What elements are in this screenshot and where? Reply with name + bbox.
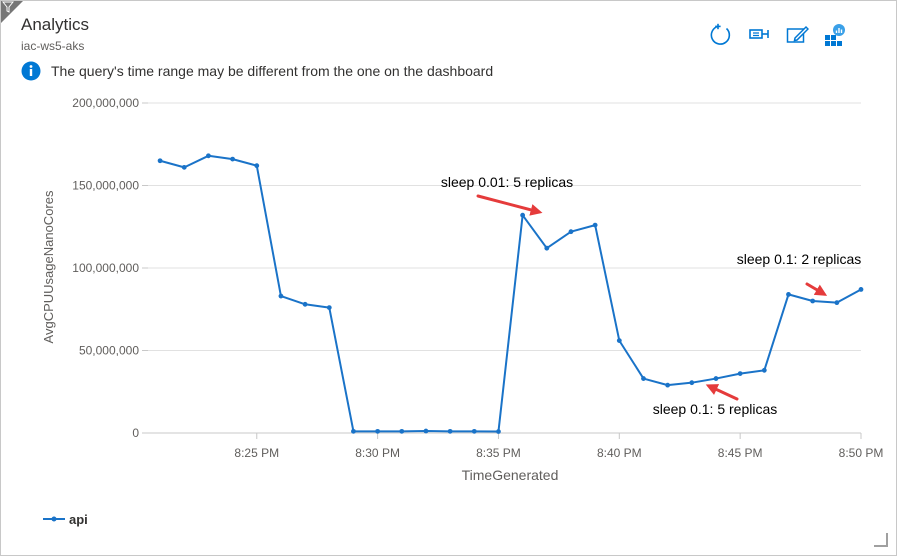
data-point — [399, 428, 405, 434]
refresh-icon[interactable] — [709, 23, 733, 47]
legend-swatch — [43, 516, 65, 522]
annotation-label: sleep 0.01: 5 replicas — [441, 174, 573, 190]
data-point — [471, 428, 477, 434]
annotation-arrow — [805, 282, 828, 296]
y-axis-title: AvgCPUUsageNanoCores — [41, 190, 56, 343]
info-icon — [21, 61, 41, 81]
data-point — [592, 222, 598, 228]
y-tick-label: 150,000,000 — [72, 179, 139, 193]
resize-handle[interactable] — [874, 533, 888, 547]
data-point — [737, 371, 743, 376]
data-point — [254, 163, 260, 169]
open-in-analytics-icon[interactable] — [823, 23, 847, 47]
data-point — [810, 298, 816, 304]
data-point — [713, 376, 719, 381]
data-point — [641, 376, 646, 381]
notice-text: The query's time range may be different … — [51, 63, 494, 79]
chart-legend[interactable]: api — [43, 510, 88, 528]
time-range-notice: The query's time range may be different … — [21, 61, 493, 81]
data-point — [616, 338, 622, 343]
data-point — [665, 382, 671, 388]
data-point — [786, 292, 791, 297]
data-point — [157, 158, 163, 164]
data-point — [447, 428, 453, 434]
tile-title: Analytics — [21, 15, 90, 34]
data-point — [206, 153, 211, 159]
data-point — [544, 245, 550, 251]
data-point — [375, 428, 381, 434]
data-point — [423, 428, 429, 434]
x-tick-label: 8:25 PM — [234, 446, 279, 460]
data-point — [326, 305, 332, 310]
x-tick-label: 8:50 PM — [839, 446, 884, 460]
data-point — [761, 367, 767, 373]
pin-icon[interactable] — [747, 23, 771, 47]
y-tick-label: 100,000,000 — [72, 261, 139, 275]
data-point — [181, 164, 187, 170]
tile-subtitle: iac-ws5-aks — [21, 39, 85, 53]
data-point — [496, 429, 501, 434]
line-chart: 0 50,000,000 100,000,000 150,000,000 200,000… — [41, 96, 884, 483]
x-tick-label: 8:40 PM — [597, 446, 642, 460]
data-point — [834, 300, 840, 306]
x-tick-label: 8:45 PM — [718, 446, 763, 460]
data-point — [689, 380, 695, 386]
data-point — [278, 293, 284, 299]
y-tick-label: 50,000,000 — [79, 344, 139, 358]
series-line-api — [159, 154, 862, 433]
x-tick-label: 8:30 PM — [355, 446, 400, 460]
annotation-arrow — [705, 384, 739, 401]
legend-label: api — [69, 511, 88, 527]
x-tick-label: 8:35 PM — [476, 446, 521, 460]
data-point — [302, 301, 308, 307]
y-tick-label: 200,000,000 — [72, 96, 139, 110]
data-point — [858, 287, 864, 292]
filter-icon — [2, 1, 14, 13]
tile-toolbar — [709, 23, 861, 47]
data-point — [230, 156, 235, 162]
edit-icon[interactable] — [785, 23, 809, 47]
y-tick-label: 0 — [132, 426, 139, 440]
annotation-arrow — [476, 194, 543, 216]
annotation-label: sleep 0.1: 5 replicas — [653, 401, 778, 417]
x-axis-title: TimeGenerated — [462, 467, 559, 483]
annotation-label: sleep 0.1: 2 replicas — [737, 251, 862, 267]
data-point — [520, 212, 526, 218]
data-point — [568, 229, 574, 235]
data-point — [351, 428, 356, 434]
